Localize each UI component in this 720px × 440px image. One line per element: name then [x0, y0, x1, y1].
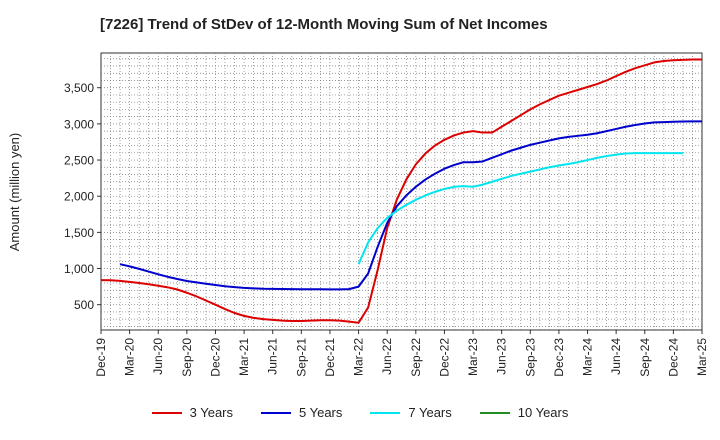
grid-lines [101, 53, 702, 330]
legend-swatch [479, 411, 510, 414]
y-tick-label: 3,000 [64, 117, 94, 131]
x-tick-label: Mar-23 [466, 338, 480, 376]
x-tick-label: Mar-21 [237, 338, 251, 376]
x-tick-label: Jun-24 [609, 338, 623, 375]
y-tick-label: 1,500 [64, 226, 94, 240]
series-line-5-years [119, 120, 703, 291]
y-tick-label: 2,500 [64, 154, 94, 168]
x-tick-label: Jun-22 [380, 338, 394, 375]
x-tick-label: Mar-25 [695, 338, 709, 376]
legend-item: 5 Years [261, 405, 342, 420]
series-line-7-years [357, 152, 683, 265]
legend-label: 5 Years [299, 405, 343, 420]
chart-title: [7226] Trend of StDev of 12-Month Moving… [100, 16, 548, 33]
x-tick-label: Sep-22 [409, 338, 423, 377]
legend-label: 10 Years [517, 405, 569, 420]
legend-swatch [151, 411, 182, 414]
x-tick-label: Jun-21 [266, 338, 280, 375]
x-tick-label: Mar-20 [123, 338, 137, 376]
x-tick-label: Dec-24 [666, 338, 680, 377]
x-tick-label: Dec-23 [552, 338, 566, 377]
legend-swatch [370, 411, 401, 414]
legend-swatch [261, 411, 291, 414]
legend-item: 7 Years [370, 405, 452, 420]
y-axis-label: Amount (million yen) [7, 133, 22, 252]
series-lines [100, 58, 703, 324]
y-tick-label: 500 [74, 298, 94, 312]
x-tick-label: Sep-21 [294, 338, 308, 377]
legend-label: 3 Years [189, 405, 233, 420]
y-tick-label: 1,000 [64, 262, 94, 276]
x-tick-label: Jun-23 [495, 338, 509, 375]
x-tick-label: Dec-22 [437, 338, 451, 377]
series-line-3-years [100, 58, 702, 324]
x-tick-label: Sep-20 [180, 338, 194, 377]
x-tick-label: Jun-20 [151, 338, 165, 375]
legend: 3 Years 5 Years 7 Years 10 Years [0, 405, 720, 420]
x-axis-ticks: Dec-19 Mar-20 Jun-20 Sep-20 Dec-20 Mar-21 Jun-… [94, 330, 709, 377]
x-tick-label: Mar-22 [352, 338, 366, 376]
y-tick-label: 2,000 [64, 190, 94, 204]
x-tick-label: Dec-21 [323, 338, 337, 377]
x-tick-label: Dec-19 [94, 338, 108, 377]
legend-label: 7 Years [408, 405, 452, 420]
y-tick-label: 3,500 [64, 81, 94, 95]
x-tick-label: Dec-20 [208, 338, 222, 377]
x-tick-label: Sep-23 [523, 338, 537, 377]
legend-item: 10 Years [479, 405, 569, 420]
x-tick-label: Mar-24 [581, 338, 595, 376]
legend-item: 3 Years [151, 405, 233, 420]
x-tick-label: Sep-24 [638, 338, 652, 377]
y-axis-ticks: 500 1,000 1,500 2,000 2,500 3,000 3,500 [64, 81, 101, 312]
